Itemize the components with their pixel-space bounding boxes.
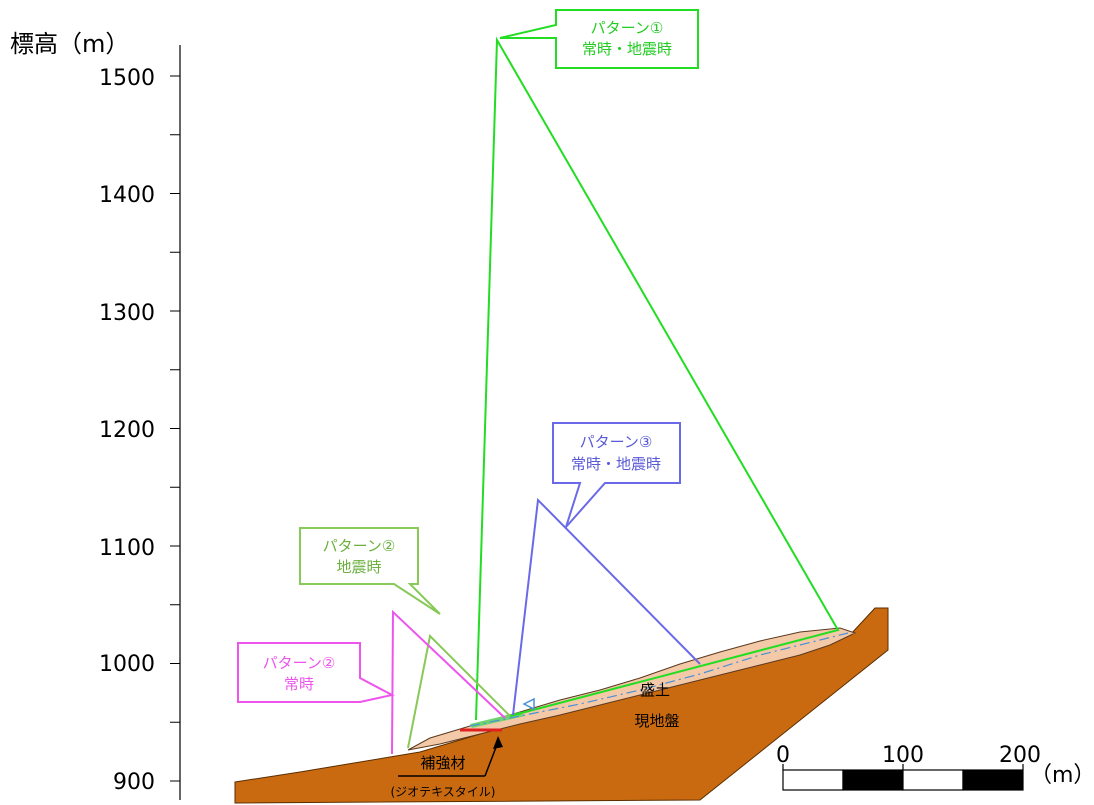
tick-label-1000: 1000 (99, 652, 155, 677)
label-geotextile: (ジオテキスタイル) (390, 785, 495, 799)
callout-pattern2-normal-condition: 常時 (284, 675, 314, 693)
callout-pattern2-quake-title: パターン② (323, 537, 396, 555)
callout-pattern2-normal: パターン② 常時 (237, 642, 395, 703)
scale-bar: 0 100 200 （m） (776, 743, 1094, 791)
scale-unit: （m） (1030, 763, 1094, 788)
callout-pattern1-condition: 常時・地震時 (582, 40, 672, 58)
embankment-fill (407, 627, 857, 751)
scale-tick-100: 100 (882, 743, 924, 768)
label-existing-ground: 現地盤 (634, 712, 679, 730)
scale-tick-0: 0 (776, 743, 790, 768)
tick-label-1200: 1200 (99, 418, 155, 443)
callout-pattern3: パターン③ 常時・地震時 (552, 422, 681, 528)
callout-pattern2-quake: パターン② 地震時 (299, 527, 441, 615)
elevation-axis: 標高（m） 1500 1400 1300 1200 1100 1000 900 (10, 30, 181, 800)
callout-pattern2-normal-title: パターン② (263, 654, 336, 672)
tick-label-1100: 1100 (99, 536, 155, 561)
pattern3-slip-triangle (512, 497, 701, 716)
callout-pattern3-condition: 常時・地震時 (571, 455, 661, 473)
pattern3-marker-icon (522, 697, 535, 711)
axis-title: 標高（m） (10, 30, 129, 58)
callout-pattern1-title: パターン① (591, 19, 664, 37)
scale-tick-200: 200 (999, 743, 1041, 768)
tick-label-1400: 1400 (99, 183, 155, 208)
callout-pattern2-quake-condition: 地震時 (336, 558, 381, 576)
callout-pattern1: パターン① 常時・地震時 (499, 9, 699, 69)
pattern2-normal-slip-triangle (391, 609, 506, 755)
pattern1-slip-triangle (475, 36, 840, 721)
pattern2-quake-slip-triangle (407, 633, 511, 749)
label-embankment: 盛土 (640, 681, 670, 699)
tick-label-900: 900 (113, 770, 155, 795)
tick-label-1500: 1500 (99, 66, 155, 91)
tick-label-1300: 1300 (99, 301, 155, 326)
reinforcement-annotation: 補強材 (ジオテキスタイル) (390, 736, 503, 799)
label-reinforcement: 補強材 (420, 754, 465, 772)
slip-line-dashdot (469, 632, 849, 727)
callout-pattern3-title: パターン③ (580, 433, 653, 451)
axis-tick-marks (170, 75, 180, 782)
